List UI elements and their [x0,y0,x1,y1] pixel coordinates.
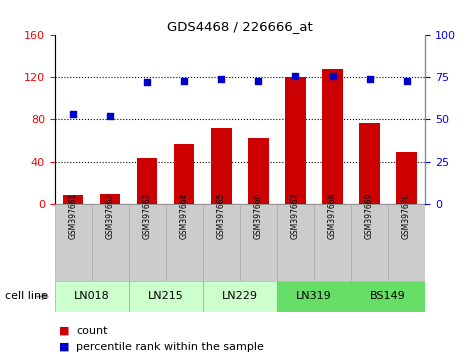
Bar [100,194,120,204]
Text: GSM397665: GSM397665 [217,192,226,239]
Text: GSM397668: GSM397668 [328,192,337,239]
FancyBboxPatch shape [351,204,388,281]
Text: percentile rank within the sample: percentile rank within the sample [76,342,264,352]
FancyBboxPatch shape [388,204,425,281]
Bar [63,195,83,204]
FancyBboxPatch shape [203,204,240,281]
Bar [285,78,305,204]
Point [69,112,77,117]
FancyBboxPatch shape [55,204,92,281]
Point [292,73,299,79]
Text: ■: ■ [59,342,70,352]
Text: BS149: BS149 [370,291,406,302]
Bar [397,152,417,204]
Text: LN319: LN319 [296,291,332,302]
FancyBboxPatch shape [129,204,166,281]
Point [255,78,262,84]
Text: GSM397670: GSM397670 [402,192,411,239]
Bar [211,128,231,204]
Point [366,76,373,82]
FancyBboxPatch shape [129,281,203,312]
FancyBboxPatch shape [203,281,277,312]
Bar [174,144,194,204]
Text: count: count [76,326,107,336]
Text: LN018: LN018 [74,291,110,302]
Text: GSM397662: GSM397662 [106,192,114,239]
Text: GSM397667: GSM397667 [291,192,300,239]
Point [143,80,151,85]
FancyBboxPatch shape [277,204,314,281]
Bar [360,122,380,204]
Text: GSM397669: GSM397669 [365,192,374,239]
Bar [248,138,268,204]
Text: LN229: LN229 [222,291,258,302]
Text: GSM397666: GSM397666 [254,192,263,239]
Text: LN215: LN215 [148,291,184,302]
Text: GSM397664: GSM397664 [180,192,189,239]
Point [180,78,188,84]
Point [106,113,114,119]
FancyBboxPatch shape [55,281,129,312]
FancyBboxPatch shape [314,204,351,281]
Point [329,73,336,79]
FancyBboxPatch shape [166,204,203,281]
FancyBboxPatch shape [92,204,129,281]
Point [218,76,225,82]
Text: ■: ■ [59,326,70,336]
FancyBboxPatch shape [351,281,425,312]
Title: GDS4468 / 226666_at: GDS4468 / 226666_at [167,20,313,33]
Text: GSM397663: GSM397663 [143,192,152,239]
Text: GSM397661: GSM397661 [69,192,77,239]
FancyBboxPatch shape [277,281,351,312]
Bar [137,158,157,204]
Bar [323,69,342,204]
Point [403,78,410,84]
Text: cell line: cell line [5,291,48,302]
FancyBboxPatch shape [240,204,277,281]
